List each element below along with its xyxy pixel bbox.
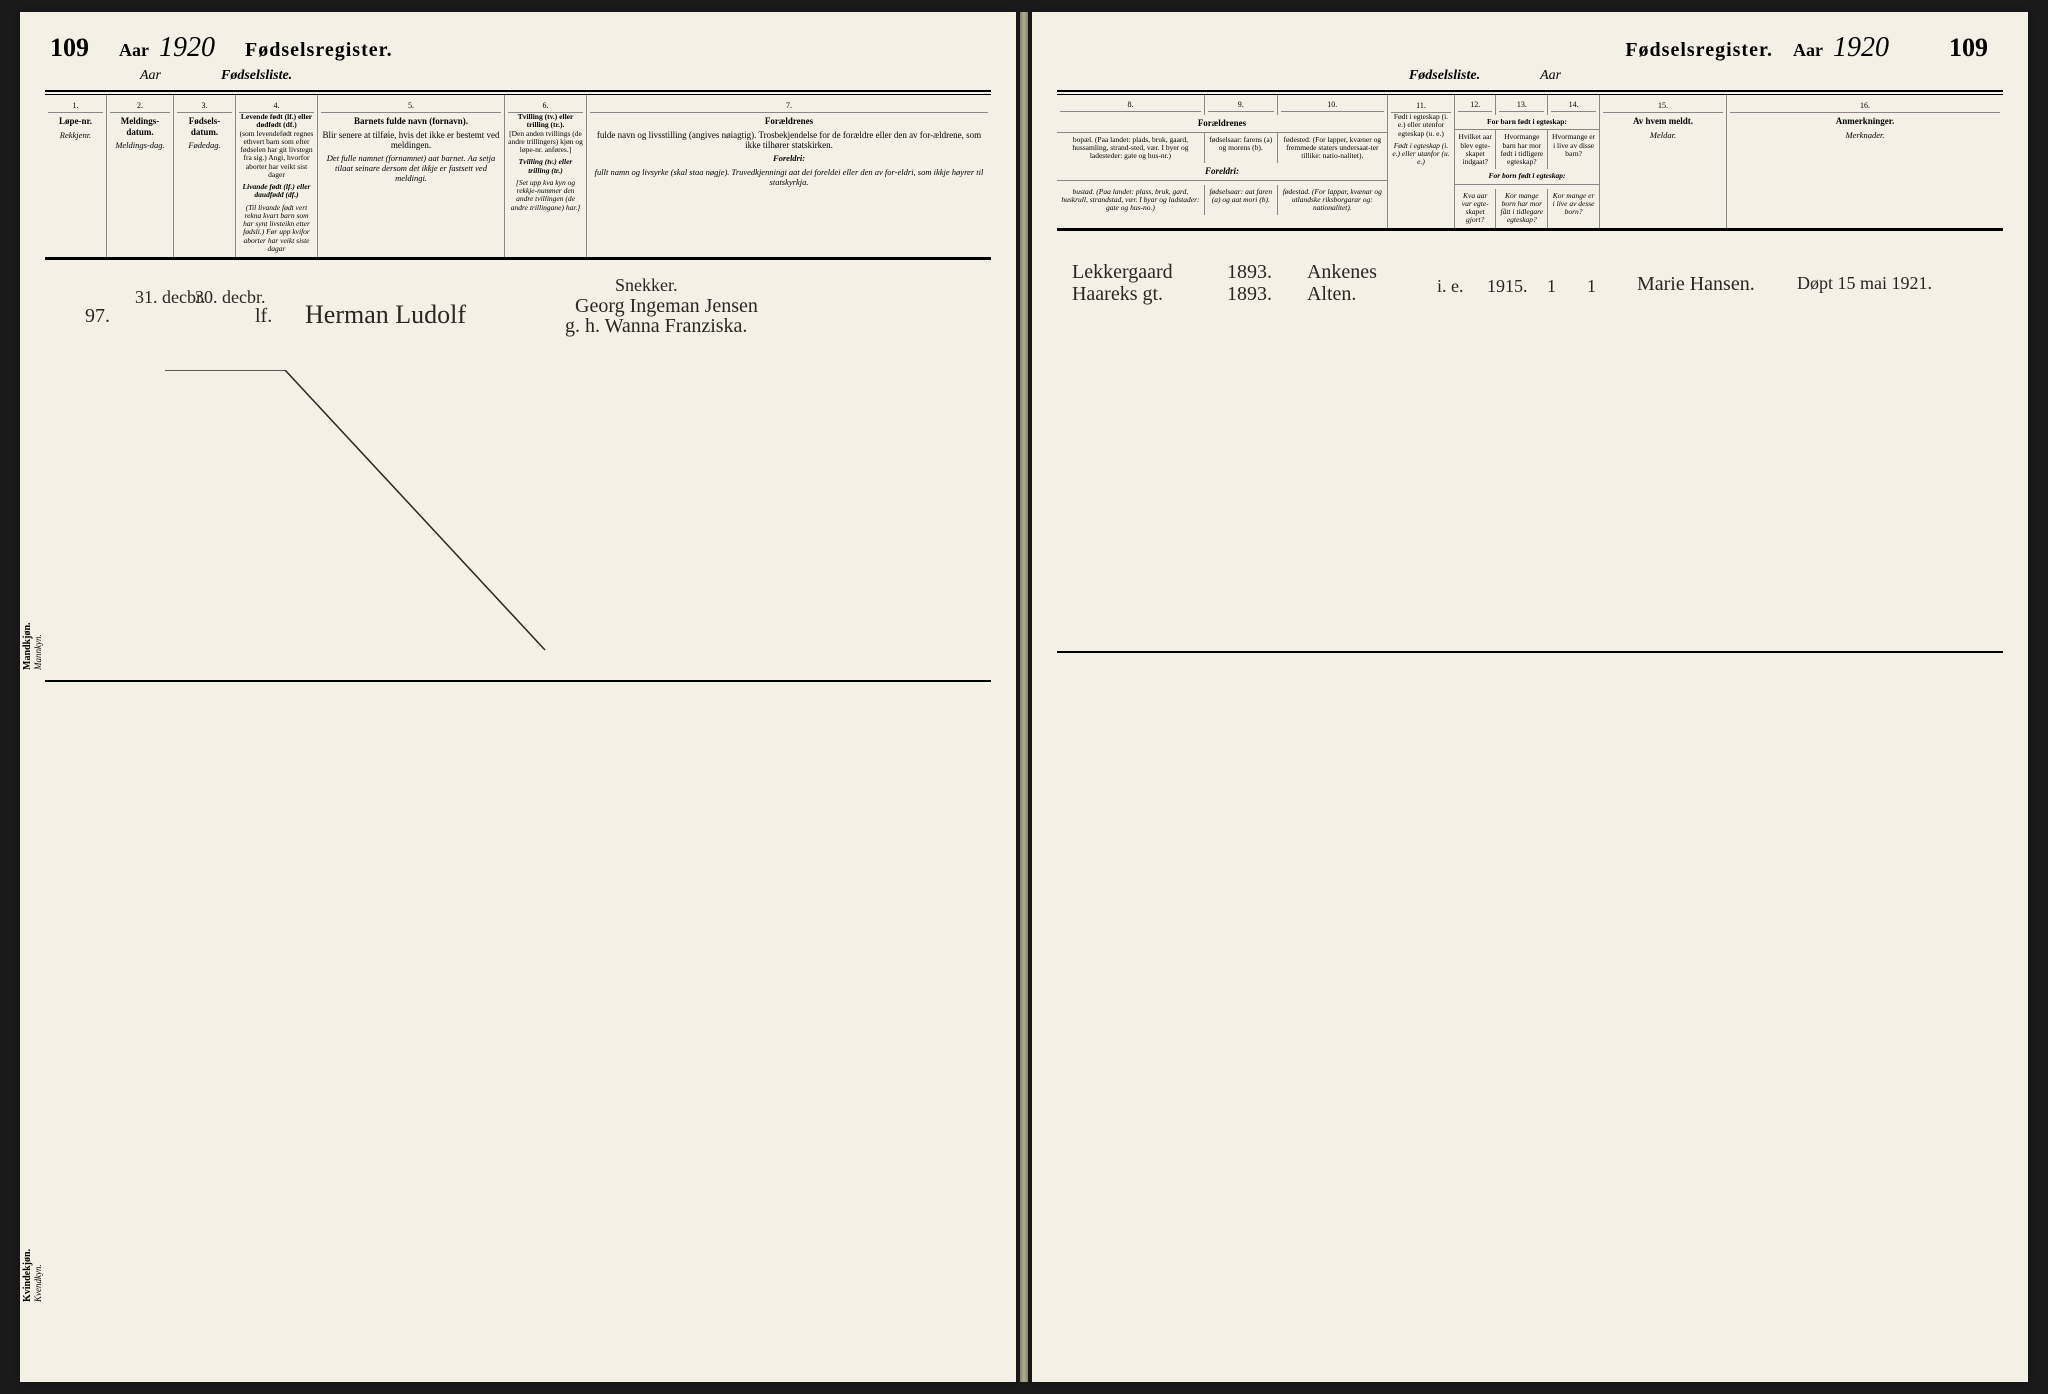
left-page: 109 Aar 1920 Fødselsregister. Aar Fødsel… (20, 12, 1016, 1382)
male-section-left: Mandkjøn. Mannkyn. 97. 31. decbr. 30. de… (45, 260, 991, 682)
entry-occ: Snekker. (615, 275, 678, 296)
entry-bp-a: Ankenes (1307, 261, 1377, 284)
subtitle: Fødselsliste. (221, 68, 292, 84)
year-hand-r: 1920 (1833, 32, 1889, 64)
aar-sub: Aar (140, 68, 161, 84)
right-page: Fødselsregister. Aar 1920 109 Fødselslis… (1032, 12, 2028, 1382)
entry-lf: lf. (255, 305, 272, 328)
col16: 16. Anmerkninger. Merknader. (1727, 95, 2003, 228)
right-header: Fødselsregister. Aar 1920 109 (1032, 12, 2028, 68)
rule-thick-r (1057, 90, 2003, 92)
aar-label-r: Aar (1793, 40, 1823, 61)
rule-thick (45, 90, 991, 92)
col11: 11. Født i egteskap (i. e.) eller utenfo… (1388, 95, 1455, 228)
book-spread: 109 Aar 1920 Fødselsregister. Aar Fødsel… (0, 0, 2048, 1394)
col6: 6. Tvilling (tv.) eller trilling (tr.). … (505, 95, 587, 257)
diagonal-line (165, 370, 565, 660)
book-spine (1020, 12, 1028, 1382)
entry-lope: 97. (85, 305, 110, 328)
male-section-right: Lekkergaard Haareks gt. 1893. 1893. Anke… (1057, 231, 2003, 653)
entry-par2: g. h. Wanna Franziska. (565, 315, 747, 338)
year-handwritten: 1920 (159, 32, 215, 64)
forældrenes-group: 8. 9. 10. Forældrenes bopæl. (Paa landet… (1057, 95, 1388, 228)
register-title: Fødselsregister. (245, 39, 393, 62)
col4: 4. Levende født (lf.) eller dødfødt (df.… (236, 95, 318, 257)
entry-bopael2: Haareks gt. (1072, 283, 1163, 306)
register-title-r: Fødselsregister. (1625, 39, 1773, 62)
aar-sub-r: Aar (1540, 68, 1561, 84)
entry-anm: Døpt 15 mai 1921. (1797, 273, 1932, 294)
entry-ie: i. e. (1437, 276, 1464, 297)
entry-c1: 1 (1547, 276, 1556, 297)
right-body: Lekkergaard Haareks gt. 1893. 1893. Anke… (1057, 231, 2003, 1291)
subtitle-r: Fødselsliste. (1409, 68, 1480, 84)
aar-label: Aar (119, 40, 149, 61)
right-column-headers: 8. 9. 10. Forældrenes bopæl. (Paa landet… (1057, 95, 2003, 229)
entry-egte: 1915. (1487, 276, 1528, 297)
side-label-female: Kvindekjøn. Kvendkyn. (22, 1249, 43, 1302)
left-subheader: Aar Fødselsliste. (20, 68, 1016, 90)
barn-group: 12. 13. 14. For barn født i egteskap: Hv… (1455, 95, 1600, 228)
foreldri-head: Foreldri: (1057, 163, 1387, 180)
col15: 15. Av hvem meldt. Meldar. (1600, 95, 1727, 228)
entry-name: Herman Ludolf (305, 300, 466, 330)
female-section-left: Kvindekjøn. Kvendkyn. (45, 682, 991, 1312)
col2: 2. Meldings-datum. Meldings-dag. (107, 95, 174, 257)
col5: 5. Barnets fulde navn (fornavn). Blir se… (318, 95, 505, 257)
left-header: 109 Aar 1920 Fødselsregister. (20, 12, 1016, 68)
left-body: Mandkjøn. Mannkyn. 97. 31. decbr. 30. de… (45, 260, 991, 1320)
female-section-right (1057, 653, 2003, 1283)
entry-year-b: 1893. (1227, 283, 1272, 306)
side-label-male: Mandkjøn. Mannkyn. (22, 623, 43, 671)
entry-c2: 1 (1587, 276, 1596, 297)
right-subheader: Fødselsliste. Aar (1032, 68, 2028, 90)
entry-bopael1: Lekkergaard (1072, 261, 1173, 284)
forældrenes-head: Forældrenes (1057, 115, 1387, 132)
entry-bp-b: Alten. (1307, 283, 1356, 306)
entry-meldt: Marie Hansen. (1637, 273, 1755, 296)
col3: 3. Fødsels-datum. Fødedag. (174, 95, 236, 257)
col1: 1. Løpe-nr. Rekkjenr. (45, 95, 107, 257)
left-column-headers: 1. Løpe-nr. Rekkjenr. 2. Meldings-datum.… (45, 95, 991, 258)
page-number-right: 109 (1949, 33, 1988, 63)
col7: 7. Forældrenes fulde navn og livsstillin… (587, 95, 991, 257)
page-number-left: 109 (50, 33, 89, 63)
entry-fod: 30. decbr. (195, 288, 265, 306)
entry-year-a: 1893. (1227, 261, 1272, 284)
